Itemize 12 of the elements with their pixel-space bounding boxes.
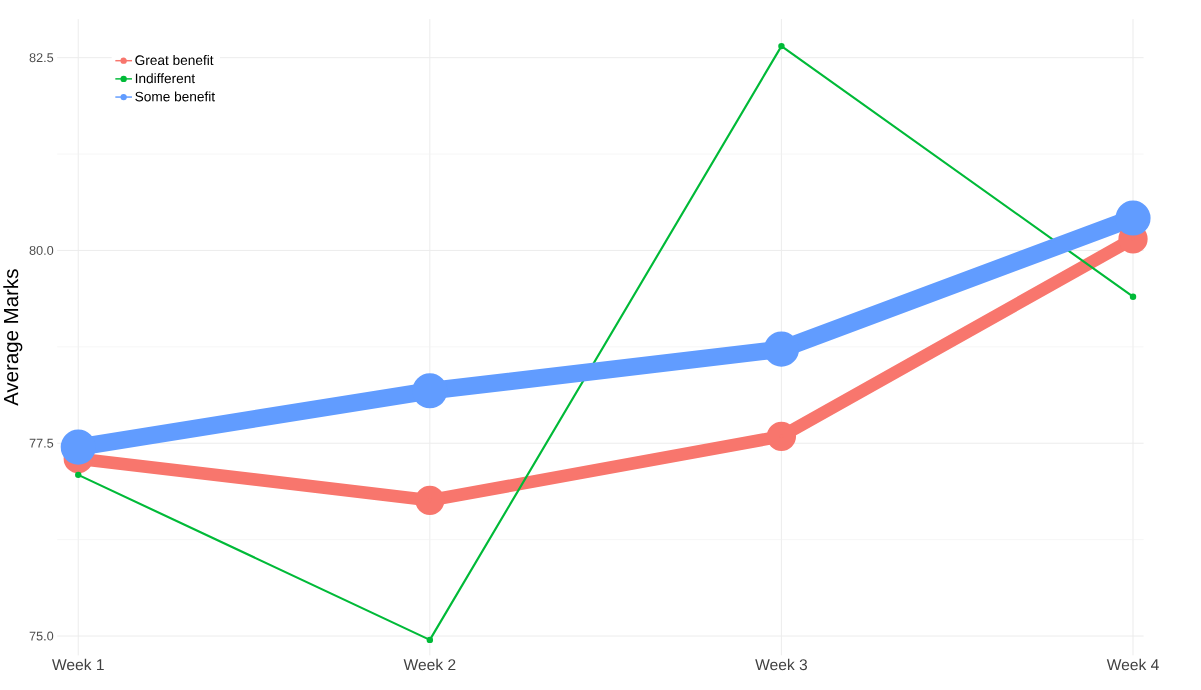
y-tick-label: 80.0 (29, 245, 54, 255)
y-axis-title: Average Marks (3, 269, 23, 406)
y-tick-label: 82.5 (29, 53, 54, 63)
x-tick-label: Week 2 (403, 658, 456, 671)
x-tick-label: Week 3 (755, 658, 808, 671)
y-tick-label: 75.0 (29, 631, 54, 641)
legend-label: Indifferent (135, 73, 196, 84)
y-tick-label: 77.5 (29, 438, 54, 448)
x-tick-label: Week 1 (52, 658, 104, 671)
x-tick-label: Week 4 (1106, 658, 1159, 671)
legend-label: Great benefit (135, 55, 214, 66)
legend-label: Some benefit (135, 91, 215, 102)
